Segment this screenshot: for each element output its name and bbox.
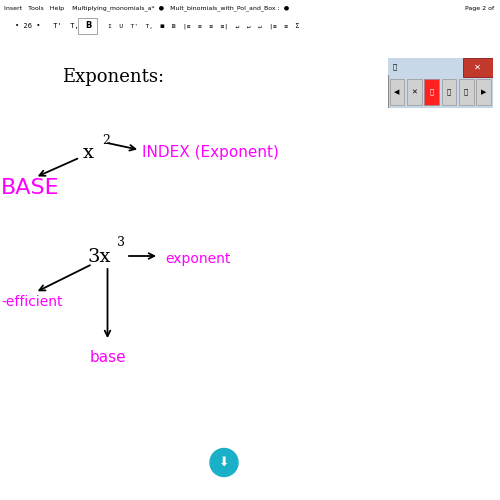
FancyBboxPatch shape [459, 79, 473, 105]
Text: BASE: BASE [1, 178, 60, 198]
FancyBboxPatch shape [442, 79, 456, 105]
Text: ⏸: ⏸ [447, 88, 451, 96]
Text: 2: 2 [102, 134, 110, 146]
FancyBboxPatch shape [463, 58, 492, 76]
Text: Insert   Tools   Help    Multiplying_monomials_a*  ●   Mult_binomials_with_Pol_a: Insert Tools Help Multiplying_monomials_… [0, 6, 289, 12]
Text: ⏺: ⏺ [430, 88, 434, 96]
Text: ⬛: ⬛ [464, 88, 468, 96]
Text: exponent: exponent [165, 252, 230, 266]
Text: INDEX (Exponent): INDEX (Exponent) [142, 145, 280, 160]
FancyBboxPatch shape [407, 79, 422, 105]
Text: Exponents:: Exponents: [62, 68, 164, 86]
Text: -efficient: -efficient [1, 296, 62, 310]
FancyBboxPatch shape [390, 79, 404, 105]
Text: B: B [85, 22, 91, 30]
Text: base: base [90, 350, 126, 365]
Text: x: x [82, 144, 94, 162]
Text: 🔊: 🔊 [393, 64, 397, 70]
Text: ⬇: ⬇ [219, 456, 229, 469]
Text: ▶: ▶ [481, 89, 486, 95]
FancyBboxPatch shape [476, 79, 491, 105]
FancyBboxPatch shape [388, 58, 492, 108]
Text: 3x: 3x [88, 248, 111, 266]
Text: ✕: ✕ [474, 62, 482, 72]
FancyBboxPatch shape [78, 18, 96, 34]
Text: Page 2 of: Page 2 of [465, 6, 494, 11]
Text: ◀: ◀ [394, 89, 400, 95]
FancyBboxPatch shape [424, 79, 439, 105]
Text: ✕: ✕ [412, 89, 417, 95]
Text: • 26 •   T'  T,: • 26 • T' T, [15, 23, 79, 29]
Text: 3: 3 [118, 236, 126, 249]
Circle shape [210, 448, 238, 476]
Text: I  U  T'  T,  ■  ⊠  |≡  ≡  ≡  ≡|  ↵  ↵  ↵  |≡  ≡  Σ: I U T' T, ■ ⊠ |≡ ≡ ≡ ≡| ↵ ↵ ↵ |≡ ≡ Σ [108, 22, 299, 29]
FancyBboxPatch shape [388, 58, 492, 75]
